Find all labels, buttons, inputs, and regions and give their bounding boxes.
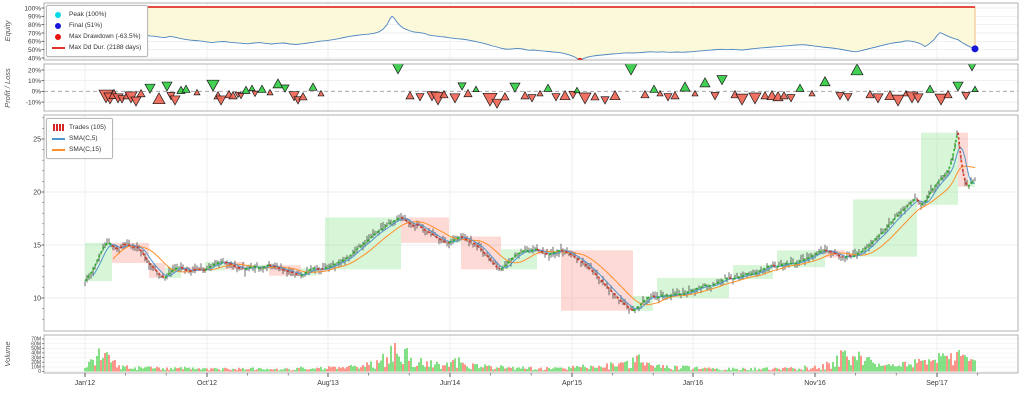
legend-item-trades: Trades (105) [51, 122, 106, 133]
svg-text:10: 10 [33, 295, 41, 302]
gridlines [44, 3, 1018, 373]
svg-text:10M: 10M [31, 365, 41, 371]
svg-text:Nov'16: Nov'16 [804, 380, 826, 387]
max-dd-duration-line-icon [51, 46, 65, 49]
svg-text:40M: 40M [31, 351, 41, 357]
legend-label: SMA(C,5) [69, 135, 98, 142]
legend-item-max-drawdown: Max Drawdown (-63.5%) [51, 31, 141, 42]
equity-panel [84, 5, 979, 60]
svg-text:60%: 60% [28, 39, 41, 46]
legend-item-sma-fast: SMA(C,5) [51, 133, 106, 144]
volume-axis-title: Volume [3, 341, 12, 367]
legend-label: Max Dd Dur. (2188 days) [69, 44, 142, 51]
svg-text:80%: 80% [28, 22, 41, 29]
peak-dot-icon [51, 11, 65, 18]
legend-item-peak: Peak (100%) [51, 9, 141, 20]
price-panel [84, 130, 976, 314]
svg-text:20%: 20% [28, 67, 41, 74]
svg-text:Sep'17: Sep'17 [926, 380, 948, 387]
legend-item-sma-slow: SMA(C,15) [51, 144, 106, 155]
svg-text:0: 0 [38, 369, 41, 375]
legend-label: Trades (105) [69, 124, 106, 131]
legend-label: Final (51%) [69, 22, 103, 29]
price-legend: Trades (105) SMA(C,5) SMA(C,15) [46, 118, 113, 159]
sma-fast-line-icon [51, 137, 65, 140]
svg-text:Jun'14: Jun'14 [440, 380, 461, 387]
legend-label: Max Drawdown (-63.5%) [69, 33, 141, 40]
trades-hatch-icon [51, 124, 65, 131]
price-frame [43, 114, 1019, 332]
svg-text:70%: 70% [28, 30, 41, 37]
svg-text:Apr'15: Apr'15 [562, 380, 582, 387]
svg-text:30M: 30M [31, 355, 41, 361]
svg-text:90%: 90% [28, 14, 41, 21]
svg-text:Aug'13: Aug'13 [317, 380, 339, 387]
volume-panel [84, 343, 976, 372]
equity-legend: Peak (100%) Final (51%) Max Drawdown (-6… [46, 5, 149, 57]
svg-text:40%: 40% [28, 55, 41, 62]
pnl-panel [44, 64, 1018, 109]
svg-text:100%: 100% [24, 5, 41, 12]
svg-text:15: 15 [33, 242, 41, 249]
axis-ticks-and-labels: 100% 90%80%70% 60%50%40% 20% 10% 0% -10% 25 20 15… [24, 5, 978, 387]
legend-label: SMA(C,15) [69, 146, 102, 153]
legend-item-final: Final (51%) [51, 20, 141, 31]
max-drawdown-dot-icon [51, 33, 65, 40]
pnl-axis-title: Profit / Loss [3, 68, 12, 108]
final-dot-icon [51, 22, 65, 29]
svg-text:-10%: -10% [26, 99, 41, 106]
svg-text:20M: 20M [31, 360, 41, 366]
equity-frame [43, 2, 1019, 61]
svg-text:Jan'16: Jan'16 [683, 380, 704, 387]
svg-text:25: 25 [33, 136, 41, 143]
svg-text:60M: 60M [31, 341, 41, 347]
pnl-frame [43, 63, 1019, 112]
svg-text:20: 20 [33, 189, 41, 196]
svg-text:70M: 70M [31, 337, 41, 343]
svg-text:Oct'12: Oct'12 [197, 380, 217, 387]
svg-text:0%: 0% [32, 89, 42, 96]
svg-text:10%: 10% [28, 78, 41, 85]
legend-item-max-dd-duration: Max Dd Dur. (2188 days) [51, 42, 141, 53]
legend-label: Peak (100%) [69, 11, 107, 18]
svg-text:Jan'12: Jan'12 [75, 380, 96, 387]
sma-slow-line-icon [51, 148, 65, 151]
svg-text:50%: 50% [28, 47, 41, 54]
svg-text:50M: 50M [31, 346, 41, 352]
